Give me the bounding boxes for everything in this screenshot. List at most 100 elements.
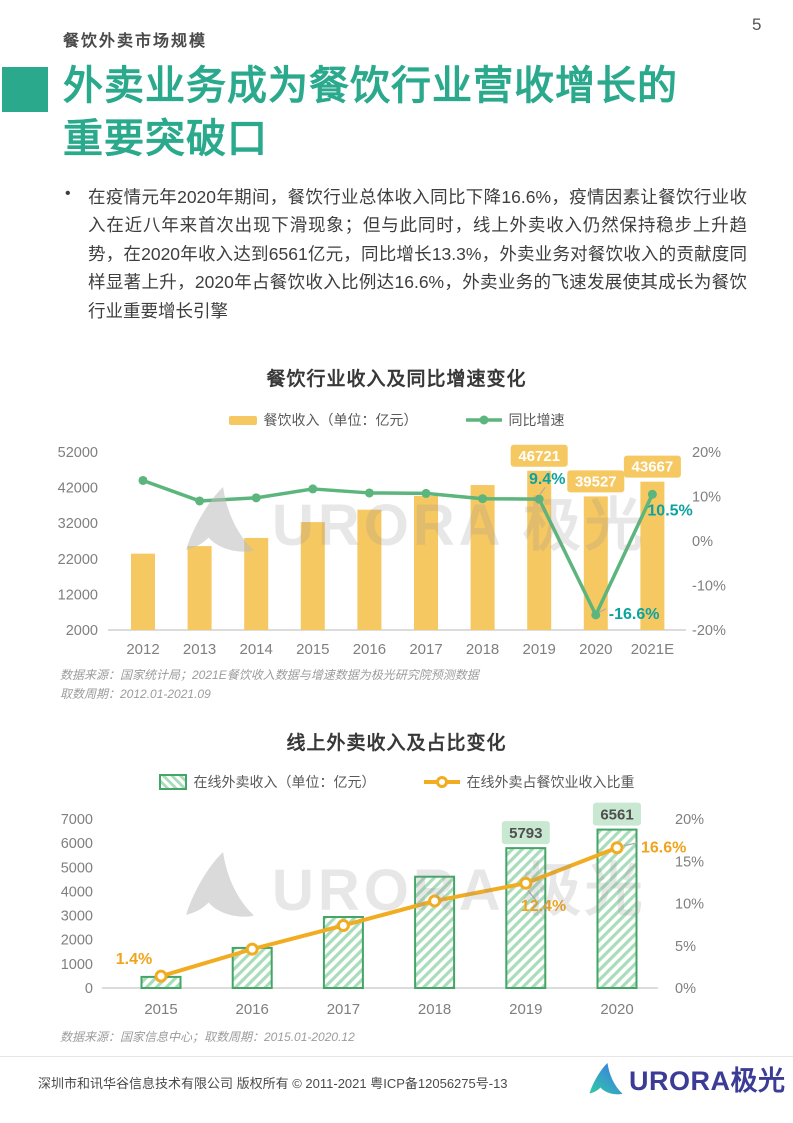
- chart2-title: 线上外卖收入及占比变化: [286, 733, 507, 754]
- category-label: 2018: [466, 641, 499, 658]
- bar-value-box: [501, 821, 550, 845]
- left-axis-tick: 7000: [61, 812, 93, 828]
- bar: [244, 537, 269, 630]
- bar-value-box: [567, 470, 625, 493]
- category-label: 2015: [144, 1001, 177, 1018]
- page-title-line2: 重要突破口: [63, 117, 268, 161]
- line-value-label: 1.4%: [116, 951, 152, 968]
- category-label: 2019: [523, 641, 556, 658]
- aurora-logo: URORA极光: [588, 1059, 786, 1098]
- left-axis-tick: 5000: [61, 860, 93, 876]
- legend-label: 在线外卖收入（单位：亿元）: [193, 774, 376, 790]
- category-label: 2018: [418, 1001, 451, 1018]
- hatch-bar-swatch-icon: [158, 774, 187, 790]
- line-marker: [138, 475, 148, 485]
- bar: [505, 847, 547, 989]
- line-value-label: 12.4%: [521, 898, 566, 915]
- line-marker: [195, 496, 205, 506]
- line-marker: [610, 841, 624, 855]
- chart2-legend: 在线外卖收入（单位：亿元） 在线外卖占餐饮业收入比重: [0, 772, 793, 792]
- left-axis-tick: 12000: [58, 587, 98, 603]
- bar: [414, 875, 456, 989]
- bar-value-box: [593, 802, 641, 826]
- legend-item-revenue: 餐饮收入（单位：亿元）: [228, 410, 418, 430]
- line-marker: [647, 489, 657, 499]
- line-value-label: -16.6%: [609, 606, 660, 623]
- line-value-label: 9.4%: [529, 471, 565, 488]
- bar: [300, 522, 325, 630]
- label-leader-line: [599, 608, 607, 613]
- line-marker: [534, 494, 544, 504]
- category-label: 2020: [600, 1001, 633, 1018]
- right-axis-tick: -20%: [692, 623, 726, 639]
- left-axis-tick: 4000: [61, 884, 93, 900]
- trend-line: [159, 845, 619, 979]
- category-label: 2017: [327, 1001, 360, 1018]
- right-axis-tick: 0%: [692, 534, 713, 550]
- label-leader-line: [623, 842, 639, 847]
- category-label: 2020: [579, 641, 612, 658]
- page-number: 5: [752, 15, 762, 34]
- bar: [596, 828, 638, 990]
- line-value-label: 16.6%: [641, 840, 686, 857]
- hollow-line-swatch-icon: [423, 776, 460, 788]
- accent-square: [2, 67, 48, 112]
- line-value-label: 10.5%: [647, 502, 692, 519]
- right-axis-tick: 10%: [692, 490, 721, 506]
- left-axis-tick: 2000: [61, 933, 93, 949]
- label-leader-line: [527, 889, 537, 901]
- bar: [640, 481, 665, 630]
- line-marker: [308, 484, 318, 494]
- bar: [187, 546, 212, 630]
- line-marker: [591, 610, 601, 620]
- source-line: 数据来源：国家统计局；2021E餐饮收入数据与增速数据为极光研究院预测数据: [60, 668, 479, 682]
- logo-text: URORA极光: [629, 1066, 786, 1096]
- line-marker: [251, 493, 261, 503]
- left-axis-tick: 42000: [58, 481, 98, 497]
- bar: [414, 495, 438, 630]
- category-label: 2015: [296, 641, 329, 658]
- chart1-source: 数据来源：国家统计局；2021E餐饮收入数据与增速数据为极光研究院预测数据 取数…: [60, 666, 479, 704]
- takeout-share-chart: 7000 6000 5000 4000 3000 2000 1000 0 20% 15% 10% 5%…: [61, 802, 704, 1018]
- bar-value-box: [623, 455, 681, 478]
- line-marker: [519, 876, 533, 890]
- left-axis-tick: 52000: [58, 445, 98, 461]
- left-axis-tick: 3000: [61, 909, 93, 925]
- right-axis-tick: 0%: [675, 981, 696, 997]
- chart2-source: 数据来源：国家信息中心；取数周期：2015.01-2020.12: [60, 1028, 355, 1047]
- left-axis-tick: 2000: [66, 623, 98, 639]
- left-axis-tick: 6000: [61, 836, 93, 852]
- left-axis-tick: 22000: [58, 552, 98, 568]
- bar-value-label: 5793: [509, 825, 542, 842]
- trend-line: [141, 478, 655, 617]
- right-axis-tick: 20%: [675, 812, 704, 828]
- footer-divider: [0, 1056, 793, 1057]
- category-label: 2016: [353, 641, 386, 658]
- line-swatch-icon: [465, 415, 502, 425]
- line-marker: [154, 969, 168, 983]
- bar-value-label: 6561: [600, 807, 633, 824]
- chart1-legend: 餐饮收入（单位：亿元） 同比增速: [0, 410, 793, 430]
- source-line: 取数周期：2012.01-2021.09: [60, 687, 211, 701]
- right-axis-tick: 10%: [675, 897, 704, 913]
- bar: [357, 509, 382, 630]
- legend-item-takeout-share: 在线外卖占餐饮业收入比重: [423, 772, 635, 792]
- page-title: 外卖业务成为餐饮行业营收增长的 重要突破口: [63, 60, 763, 166]
- left-axis-tick: 0: [85, 981, 93, 997]
- legend-label: 在线外卖占餐饮业收入比重: [466, 774, 635, 790]
- bar-value-label: 43667: [632, 459, 674, 476]
- summary-text: 在疫情元年2020年期间，餐饮行业总体收入同比下降16.6%，疫情因素让餐饮行业…: [88, 187, 747, 321]
- line-marker: [478, 494, 488, 504]
- right-axis-tick: 15%: [675, 854, 704, 870]
- bar-value-box: [510, 444, 568, 467]
- category-label: 2013: [183, 641, 216, 658]
- legend-label: 同比增速: [508, 412, 565, 428]
- line-marker: [364, 488, 374, 498]
- aurora-mark-icon: [589, 1062, 623, 1094]
- line-marker: [245, 942, 259, 956]
- left-axis-tick: 32000: [58, 516, 98, 532]
- category-label: 2016: [236, 1001, 269, 1018]
- legend-item-takeout-revenue: 在线外卖收入（单位：亿元）: [158, 772, 376, 792]
- left-axis-tick: 1000: [61, 957, 93, 973]
